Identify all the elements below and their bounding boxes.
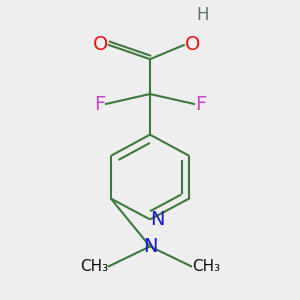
Text: H: H: [196, 6, 209, 24]
Text: N: N: [150, 210, 164, 229]
Text: N: N: [143, 237, 157, 256]
Text: O: O: [92, 35, 108, 54]
Text: CH₃: CH₃: [80, 259, 108, 274]
Text: F: F: [195, 95, 206, 114]
Text: O: O: [185, 35, 200, 54]
Text: CH₃: CH₃: [192, 259, 220, 274]
Text: F: F: [94, 95, 105, 114]
